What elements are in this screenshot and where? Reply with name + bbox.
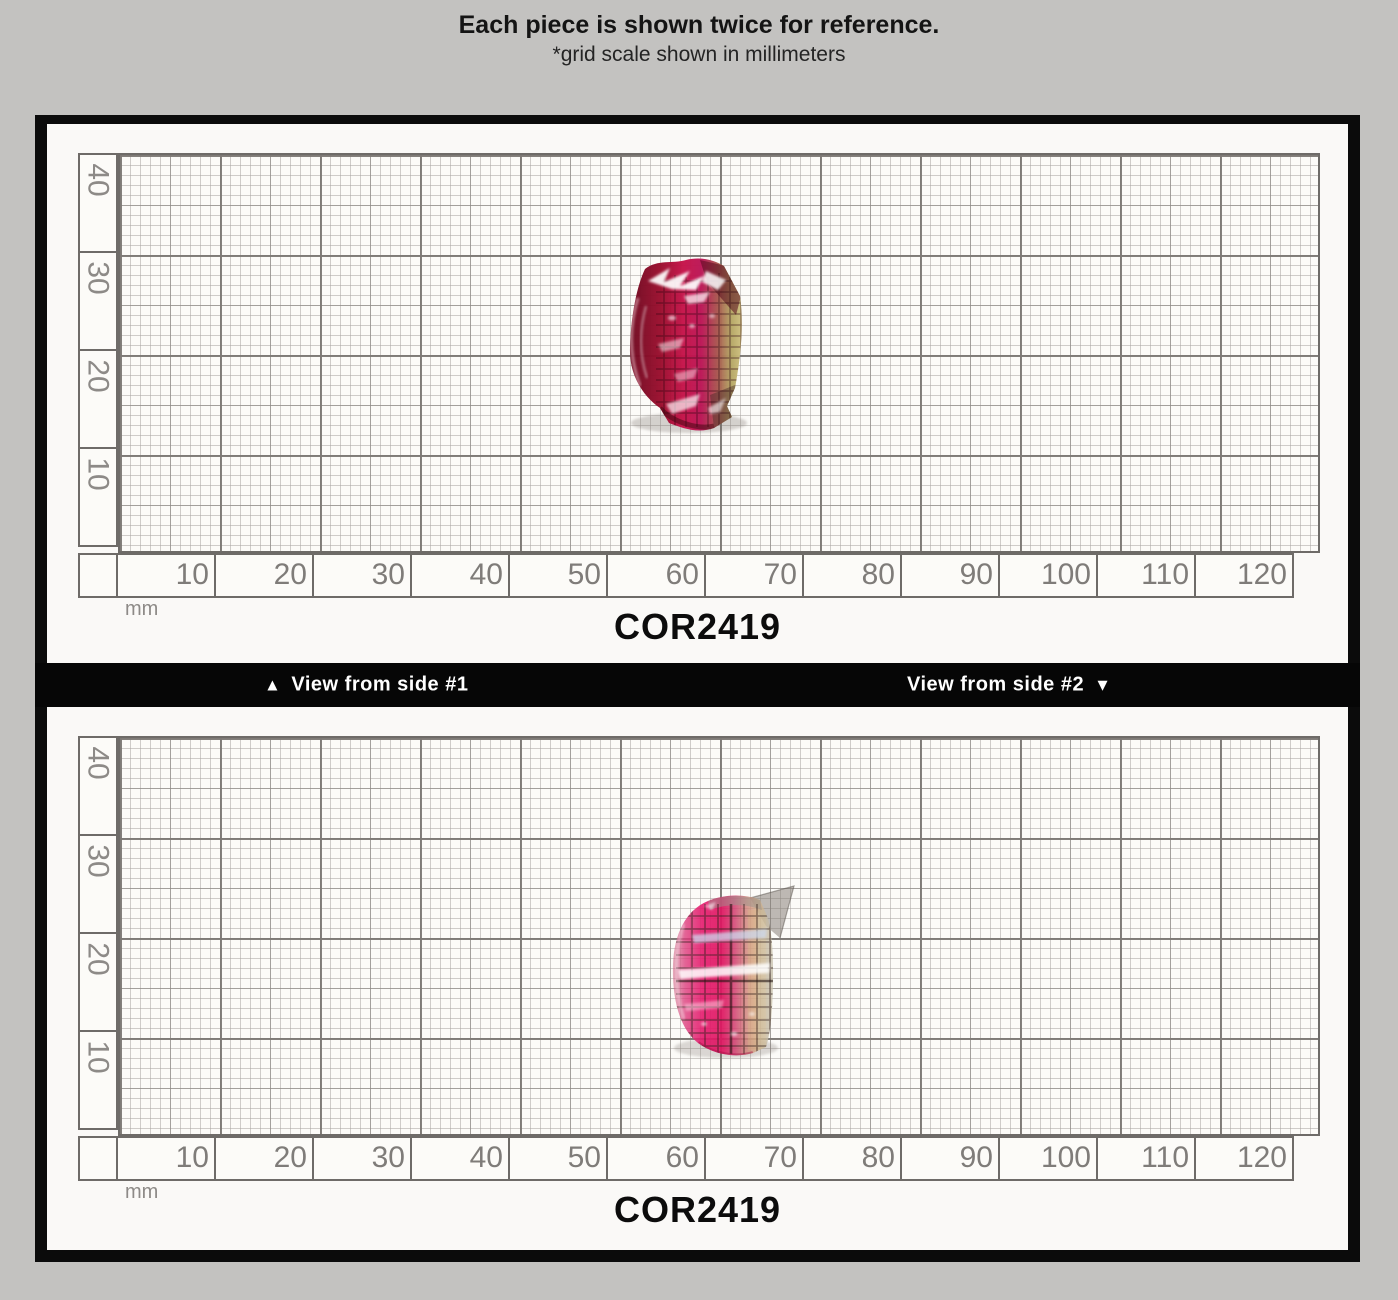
page-title: Each piece is shown twice for reference. bbox=[458, 11, 940, 39]
x-tick-label: 70 bbox=[763, 1141, 797, 1174]
ruler-cell: 30 bbox=[312, 1136, 412, 1181]
ruler-cell: 120 bbox=[1194, 1136, 1294, 1181]
ruler-cell: 100 bbox=[998, 553, 1098, 598]
y-tick-label: 30 bbox=[82, 261, 115, 295]
x-tick-label: 90 bbox=[959, 1141, 993, 1174]
ruler-cell: 110 bbox=[1096, 1136, 1196, 1181]
panel-side2: 40 30 20 10 10 20 30 bbox=[47, 707, 1348, 1250]
ruler-cell: 20 bbox=[214, 1136, 314, 1181]
y-axis-cell: 40 bbox=[78, 153, 118, 253]
y-tick-label: 10 bbox=[82, 1040, 115, 1074]
ruler-cell: 60 bbox=[606, 1136, 706, 1181]
ruler-lead-cell bbox=[78, 553, 118, 598]
y-axis-cell: 30 bbox=[78, 251, 118, 351]
ruler-cell: 110 bbox=[1096, 553, 1196, 598]
gemstone-photo-side2 bbox=[672, 885, 795, 1058]
view-side2-text: View from side #2 bbox=[907, 673, 1085, 696]
ruler-cell: 50 bbox=[508, 1136, 608, 1181]
y-axis-cell: 20 bbox=[78, 932, 118, 1032]
millimeter-grid-paper bbox=[118, 736, 1320, 1136]
x-tick-label: 60 bbox=[665, 558, 699, 591]
x-tick-label: 80 bbox=[861, 558, 895, 591]
ruler-cell: 10 bbox=[116, 1136, 216, 1181]
y-axis-cell: 10 bbox=[78, 447, 118, 547]
y-axis-labels: 40 30 20 10 bbox=[78, 153, 118, 553]
page-header: Each piece is shown twice for reference.… bbox=[0, 0, 1398, 67]
ruler-cell: 100 bbox=[998, 1136, 1098, 1181]
ruler-cell: 30 bbox=[312, 553, 412, 598]
x-tick-label: 30 bbox=[371, 558, 405, 591]
specimen-board: 40 30 20 10 10 20 30 bbox=[35, 115, 1360, 1262]
x-tick-label: 20 bbox=[273, 1141, 307, 1174]
ruler-cell: 90 bbox=[900, 1136, 1000, 1181]
y-tick-label: 10 bbox=[82, 457, 115, 491]
view-side1-label: ▲ View from side #1 bbox=[260, 674, 468, 697]
ruler-cell: 60 bbox=[606, 553, 706, 598]
specimen-id-label: COR2419 bbox=[613, 1189, 782, 1230]
ruler-cell: 70 bbox=[704, 553, 804, 598]
x-ruler: 10 20 30 40 50 60 70 80 bbox=[78, 553, 1294, 598]
y-axis-cell: 10 bbox=[78, 1030, 118, 1130]
x-tick-label: 80 bbox=[861, 1141, 895, 1174]
ruler-cell: 40 bbox=[410, 1136, 510, 1181]
y-axis-labels: 40 30 20 10 bbox=[78, 736, 118, 1136]
ruler-cell: 40 bbox=[410, 553, 510, 598]
divider-bar: ▲ View from side #1 View from side #2 ▼ bbox=[35, 663, 1360, 707]
x-tick-label: 120 bbox=[1236, 558, 1287, 591]
up-triangle-icon: ▲ bbox=[264, 675, 282, 695]
ruler-cell: 120 bbox=[1194, 553, 1294, 598]
mm-unit-label: mm bbox=[125, 598, 159, 620]
panel-side1: 40 30 20 10 10 20 30 bbox=[47, 124, 1348, 663]
ruler-cell: 50 bbox=[508, 553, 608, 598]
x-tick-label: 10 bbox=[175, 558, 209, 591]
y-axis-cell: 20 bbox=[78, 349, 118, 449]
x-tick-label: 40 bbox=[469, 1141, 503, 1174]
grid-assembly-side2: 40 30 20 10 10 20 30 bbox=[78, 736, 1320, 1210]
mm-unit-label: mm bbox=[125, 1181, 159, 1203]
x-axis-labels: 10 20 30 40 50 60 70 80 bbox=[116, 1136, 1294, 1181]
y-tick-label: 20 bbox=[82, 359, 115, 393]
y-tick-label: 20 bbox=[82, 942, 115, 976]
x-tick-label: 100 bbox=[1040, 558, 1091, 591]
ruler-cell: 20 bbox=[214, 553, 314, 598]
ruler-cell: 80 bbox=[802, 1136, 902, 1181]
x-tick-label: 110 bbox=[1141, 558, 1189, 591]
x-tick-label: 30 bbox=[371, 1141, 405, 1174]
x-tick-label: 40 bbox=[469, 558, 503, 591]
x-tick-label: 90 bbox=[959, 558, 993, 591]
x-tick-label: 120 bbox=[1236, 1141, 1287, 1174]
x-tick-label: 50 bbox=[567, 1141, 601, 1174]
ruler-cell: 70 bbox=[704, 1136, 804, 1181]
x-ruler: 10 20 30 40 50 60 70 80 bbox=[78, 1136, 1294, 1181]
y-axis-cell: 40 bbox=[78, 736, 118, 836]
y-axis-cell: 30 bbox=[78, 834, 118, 934]
ruler-cell: 80 bbox=[802, 553, 902, 598]
gemstone-photo-side1 bbox=[629, 258, 747, 433]
view-side2-label: View from side #2 ▼ bbox=[907, 674, 1115, 697]
ruler-cell: 90 bbox=[900, 553, 1000, 598]
page-subtitle: *grid scale shown in millimeters bbox=[552, 43, 846, 66]
y-tick-label: 40 bbox=[82, 163, 115, 197]
x-tick-label: 100 bbox=[1040, 1141, 1091, 1174]
x-tick-label: 10 bbox=[175, 1141, 209, 1174]
grid-assembly-side1: 40 30 20 10 10 20 30 bbox=[78, 153, 1320, 627]
x-tick-label: 60 bbox=[665, 1141, 699, 1174]
specimen-id-label: COR2419 bbox=[613, 606, 782, 647]
y-tick-label: 30 bbox=[82, 844, 115, 878]
ruler-lead-cell bbox=[78, 1136, 118, 1181]
y-tick-label: 40 bbox=[82, 746, 115, 780]
x-tick-label: 20 bbox=[273, 558, 307, 591]
view-side1-text: View from side #1 bbox=[291, 673, 469, 696]
x-tick-label: 110 bbox=[1141, 1141, 1189, 1174]
x-tick-label: 70 bbox=[763, 558, 797, 591]
ruler-cell: 10 bbox=[116, 553, 216, 598]
x-axis-labels: 10 20 30 40 50 60 70 80 bbox=[116, 553, 1294, 598]
down-triangle-icon: ▼ bbox=[1094, 675, 1112, 695]
x-tick-label: 50 bbox=[567, 558, 601, 591]
